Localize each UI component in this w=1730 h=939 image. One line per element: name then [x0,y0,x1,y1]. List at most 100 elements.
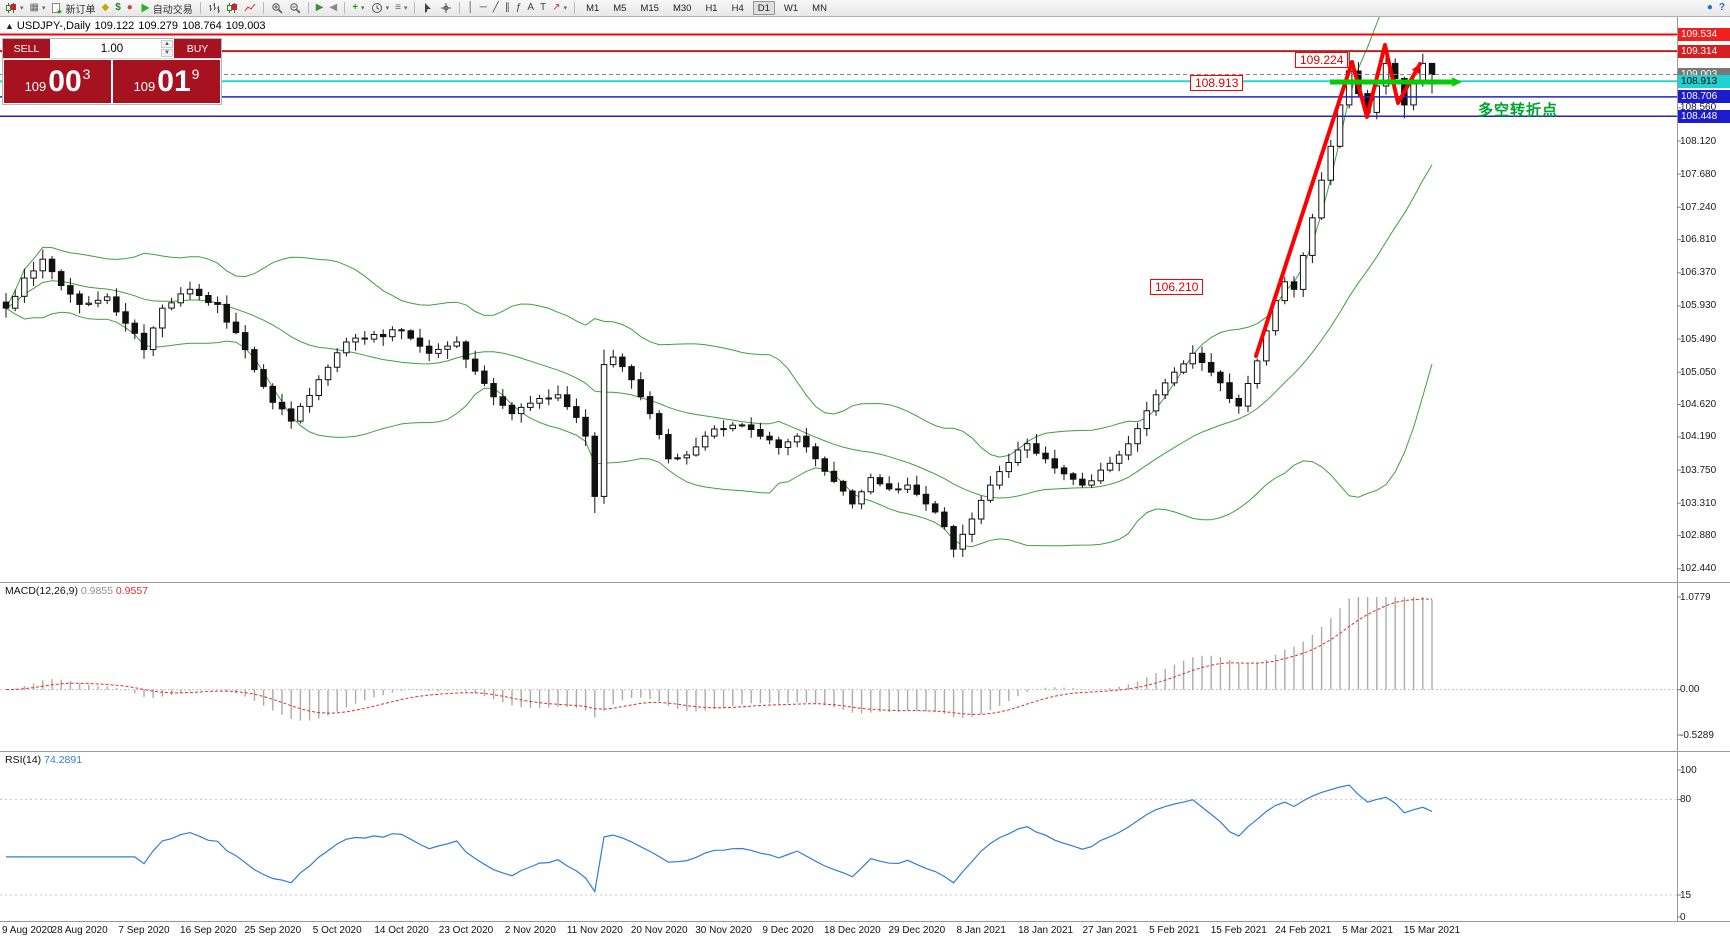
new-order-button[interactable]: 新订单 [49,1,97,16]
cursor-icon[interactable] [420,1,436,16]
buy-button[interactable]: BUY [174,39,221,58]
candle-body [131,322,138,334]
chart-window-icon[interactable]: ▾ [3,1,26,16]
auto-scroll-icon[interactable]: ▶ [314,1,326,16]
bollinger-lower-band [5,307,1433,548]
zoom-out-icon[interactable] [287,1,303,16]
red-zigzag-annotation[interactable] [1350,43,1422,119]
candle-body [416,337,424,347]
timeframe-w1-button[interactable]: W1 [783,3,799,14]
timeframe-h4-button[interactable]: H4 [731,3,744,14]
help-icon: ? [1718,2,1725,13]
candle-body [1198,352,1206,363]
metaeditor-icon[interactable]: ◆ [99,1,111,16]
candle-body [591,435,598,497]
chart-shift-icon[interactable]: ◀ [328,1,340,16]
candle-body [1125,443,1132,456]
candle-body [1281,281,1288,302]
one-click-trading-panel: SELL 1.00 ▲ ▼ BUY 109 00 3 109 01 9 [2,38,222,105]
price-axis-tick-label: 108.560 [1680,102,1717,114]
price-axis[interactable]: 108.560 108.120 107.680 107.240 106.810 106.3… [1678,0,1730,939]
price-label-106210[interactable]: 106.210 [1150,279,1204,295]
arrows-icon[interactable]: ↗ ▾ [550,1,569,16]
periods-button[interactable]: ▾ [369,1,392,16]
bar-chart-icon[interactable] [206,1,222,16]
candle-body [1410,81,1417,106]
volume-increase-button[interactable]: ▲ [161,40,173,48]
price-axis-tick-label: 103.310 [1680,497,1717,509]
community-icon[interactable]: ● [1705,1,1715,16]
candlestick-chart-icon[interactable] [224,1,240,16]
candle-body [600,364,608,497]
label-icon: T [540,2,547,13]
candle-body [784,441,792,448]
timeframe-m5-button[interactable]: M5 [613,3,627,14]
timeframe-m15-button[interactable]: M15 [640,3,659,14]
periods-icon [371,2,383,14]
timeframe-m30-button[interactable]: M30 [672,3,692,14]
indicators-icon: + [352,2,359,13]
symbol-period-label: USDJPY-,Daily [16,20,91,32]
candle-body [30,270,37,279]
price-label-109224[interactable]: 109.224 [1295,52,1349,68]
candle-body [775,439,782,448]
red-trend-arrow[interactable] [1254,60,1354,358]
crosshair-icon[interactable] [438,1,454,16]
vertical-line-icon: │ [467,2,474,13]
price-label-108913[interactable]: 108.913 [1190,75,1244,91]
timeframe-h1-button[interactable]: H1 [705,3,718,14]
candle-body [1290,281,1298,290]
autotrading-button[interactable]: 自动交易 [137,1,195,16]
tile-windows-icon[interactable]: ▦ ▾ [28,1,48,16]
volume-input[interactable]: 1.00 ▲ ▼ [50,39,174,58]
candle-body [793,435,801,443]
market-watch-icon[interactable]: $ [113,1,123,16]
market-watch-icon: $ [115,2,121,13]
date-tick-label: 30 Nov 2020 [695,925,752,936]
candle-body [1336,104,1344,147]
text-icon[interactable]: A [525,1,536,16]
channel-icon[interactable]: ∥ [503,1,512,16]
candle-body [849,490,856,505]
candle-body [950,526,957,550]
candle-body [582,416,589,437]
price-axis-tick-label: -0.5289 [1680,729,1714,741]
timeframe-m1-button[interactable]: M1 [586,3,600,14]
price-axis-tick-label: 80 [1680,793,1692,805]
date-tick-label: 5 Mar 2021 [1342,925,1393,936]
price-axis-tick-label: 108.120 [1680,135,1717,147]
trendline-icon[interactable]: ╱ [491,1,501,16]
caret-down-icon: ▾ [403,5,408,12]
timeframe-mn-button[interactable]: MN [812,3,827,14]
candle-body [701,435,709,448]
date-tick-label: 8 Jan 2021 [956,925,1006,936]
line-chart-icon[interactable] [242,1,258,16]
indicators-button[interactable]: + ▾ [350,1,366,16]
vertical-line-icon[interactable]: │ [465,1,475,16]
sell-button[interactable]: SELL [3,39,50,58]
sell-price-button[interactable]: 109 00 3 [4,60,111,103]
horizontal-line-icon[interactable]: ─ [478,1,489,16]
volume-decrease-button[interactable]: ▼ [161,49,173,57]
timeframe-d1-button[interactable]: D1 [752,1,775,15]
candle-body [361,337,368,340]
candle-body [471,358,479,372]
alerts-icon[interactable]: ● [125,1,135,16]
candle-body [481,370,488,384]
help-icon[interactable]: ? [1717,1,1727,16]
candle-body [462,341,470,360]
fibonacci-icon[interactable]: ƒ [514,1,524,16]
zoom-in-icon[interactable] [269,1,285,16]
text-icon: A [527,2,535,13]
annotation-text-turning-point[interactable]: 多空转折点 [1478,102,1559,119]
price-axis-tick-label: 107.240 [1680,201,1717,213]
buy-price-button[interactable]: 109 01 9 [113,60,220,103]
candle-body [1309,217,1316,256]
date-tick-label: 15 Mar 2021 [1403,925,1461,936]
time-axis[interactable]: 9 Aug 2020 28 Aug 2020 7 Sep 2020 16 Sep 20… [0,922,1730,939]
label-icon[interactable]: T [538,1,548,16]
candle-body [554,394,562,399]
candle-body [1226,382,1233,400]
templates-button[interactable]: ≡ ▾ [393,1,409,16]
